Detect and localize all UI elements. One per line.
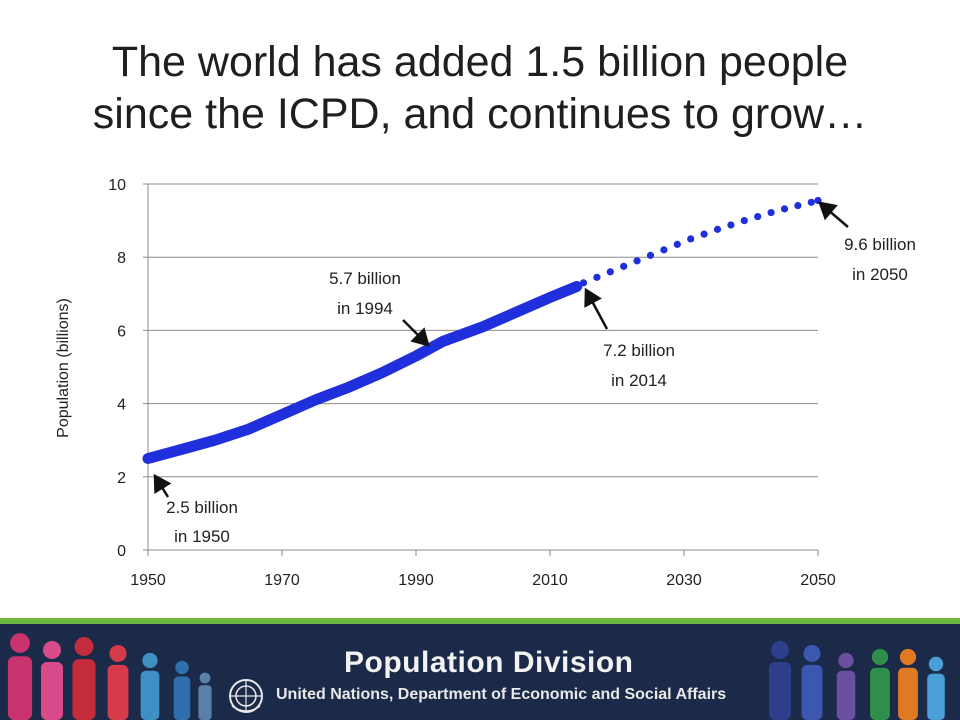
- slide-title: The world has added 1.5 billion people s…: [20, 36, 940, 140]
- title-line-1: The world has added 1.5 billion people: [111, 38, 849, 86]
- annotation-arrow-2050: [818, 201, 849, 228]
- person-head: [199, 672, 211, 684]
- x-tick-label-1970: 1970: [264, 572, 300, 589]
- data-series: [142, 196, 822, 464]
- footer-banner: Population Division United Nations, Depa…: [0, 618, 960, 720]
- y-tick-label-2: 2: [117, 470, 126, 487]
- person-head: [43, 641, 61, 659]
- person-body: [198, 685, 212, 720]
- person-body: [7, 656, 33, 720]
- x-tick-label-2050: 2050: [800, 572, 836, 589]
- annotation-arrow-2014: [584, 287, 609, 330]
- person-head: [109, 644, 127, 663]
- y-tick-label-4: 4: [117, 397, 126, 414]
- annotation-label-1994-line2: in 1994: [337, 299, 393, 318]
- person-figure-icon: [198, 672, 212, 720]
- y-tick-label-8: 8: [117, 250, 126, 267]
- series-dot-2019: [606, 268, 614, 276]
- person-figure-icon: [801, 644, 823, 720]
- series-dot-2037: [727, 221, 735, 229]
- un-emblem-icon: [229, 679, 263, 713]
- person-figure-icon: [107, 644, 129, 720]
- series-dot-2035: [713, 225, 722, 233]
- x-tick-label-2010: 2010: [532, 572, 568, 589]
- annotation-label-2050-line1: 9.6 billion: [844, 235, 916, 254]
- people-figures-decoration: [7, 633, 945, 720]
- annotation-label-2014-line1: 7.2 billion: [603, 341, 675, 360]
- person-head: [803, 644, 821, 663]
- person-body: [927, 673, 945, 720]
- footer-stripe: [0, 618, 960, 624]
- person-body: [72, 659, 96, 720]
- person-figure-icon: [41, 641, 63, 720]
- series-dot-2043: [767, 208, 775, 217]
- person-head: [899, 648, 917, 666]
- population-line-chart: 0 2 4 6 8 10 1950 1970 1990 2010 2030 2050 2.5 bill…: [55, 177, 916, 589]
- y-axis-label: Population (billions): [55, 298, 72, 438]
- person-head: [771, 641, 789, 659]
- person-figure-icon: [173, 660, 191, 720]
- series-dot-2033: [700, 230, 708, 238]
- series-dot-2031: [687, 235, 695, 243]
- person-head: [142, 652, 158, 669]
- person-body: [898, 667, 918, 720]
- series-dot-2015: [579, 279, 588, 287]
- series-dot-2023: [633, 257, 641, 265]
- person-figure-icon: [769, 641, 791, 720]
- series-dot-2027: [660, 246, 668, 254]
- x-tick-label-1990: 1990: [398, 572, 434, 589]
- footer-subtitle: United Nations, Department of Economic a…: [276, 686, 727, 703]
- annotation-label-1950-line1: 2.5 billion: [166, 498, 238, 517]
- person-figure-icon: [836, 652, 856, 720]
- annotations: 2.5 billion in 1950 5.7 billion in 1994 7.2 …: [153, 201, 916, 546]
- y-tick-label-10: 10: [108, 177, 126, 194]
- series-dot-2047: [794, 201, 802, 210]
- person-body: [107, 664, 129, 720]
- person-body: [41, 662, 63, 720]
- annotation-arrow-1950: [153, 473, 172, 498]
- person-head: [871, 648, 889, 666]
- person-body: [836, 670, 856, 720]
- y-tick-label-0: 0: [117, 543, 126, 560]
- series-dot-2045: [780, 205, 789, 213]
- series-line-historical: [142, 281, 583, 464]
- annotation-label-1994-line1: 5.7 billion: [329, 269, 401, 288]
- person-head: [74, 637, 94, 656]
- series-dot-2029: [673, 240, 681, 248]
- person-body: [769, 662, 791, 720]
- person-body: [870, 667, 890, 720]
- person-body: [173, 676, 191, 720]
- person-body: [801, 664, 823, 720]
- person-figure-icon: [898, 648, 918, 720]
- person-body: [140, 670, 160, 720]
- footer-title: Population Division: [344, 646, 634, 679]
- annotation-arrow-1994: [402, 319, 430, 347]
- person-head: [838, 652, 854, 669]
- person-figure-icon: [927, 656, 945, 720]
- axes: 0 2 4 6 8 10 1950 1970 1990 2010 2030 2050: [108, 177, 836, 589]
- person-figure-icon: [870, 648, 890, 720]
- annotation-label-2014-line2: in 2014: [611, 371, 667, 390]
- series-dot-2049: [807, 198, 815, 206]
- x-tick-label-1950: 1950: [130, 572, 166, 589]
- series-dot-2041: [754, 212, 762, 221]
- person-figure-icon: [7, 633, 33, 720]
- series-dot-2039: [740, 217, 748, 225]
- series-dot-2021: [620, 262, 628, 270]
- title-line-2: since the ICPD, and continues to grow…: [92, 90, 868, 138]
- x-tick-label-2030: 2030: [666, 572, 702, 589]
- series-dot-2025: [646, 251, 655, 259]
- annotation-label-1950-line2: in 1950: [174, 527, 230, 546]
- series-dot-2017: [593, 273, 601, 281]
- person-head: [175, 660, 189, 675]
- person-head: [10, 633, 30, 653]
- person-figure-icon: [72, 637, 96, 720]
- annotation-label-2050-line2: in 2050: [852, 265, 908, 284]
- person-head: [928, 656, 944, 672]
- y-tick-label-6: 6: [117, 323, 126, 340]
- person-figure-icon: [140, 652, 160, 720]
